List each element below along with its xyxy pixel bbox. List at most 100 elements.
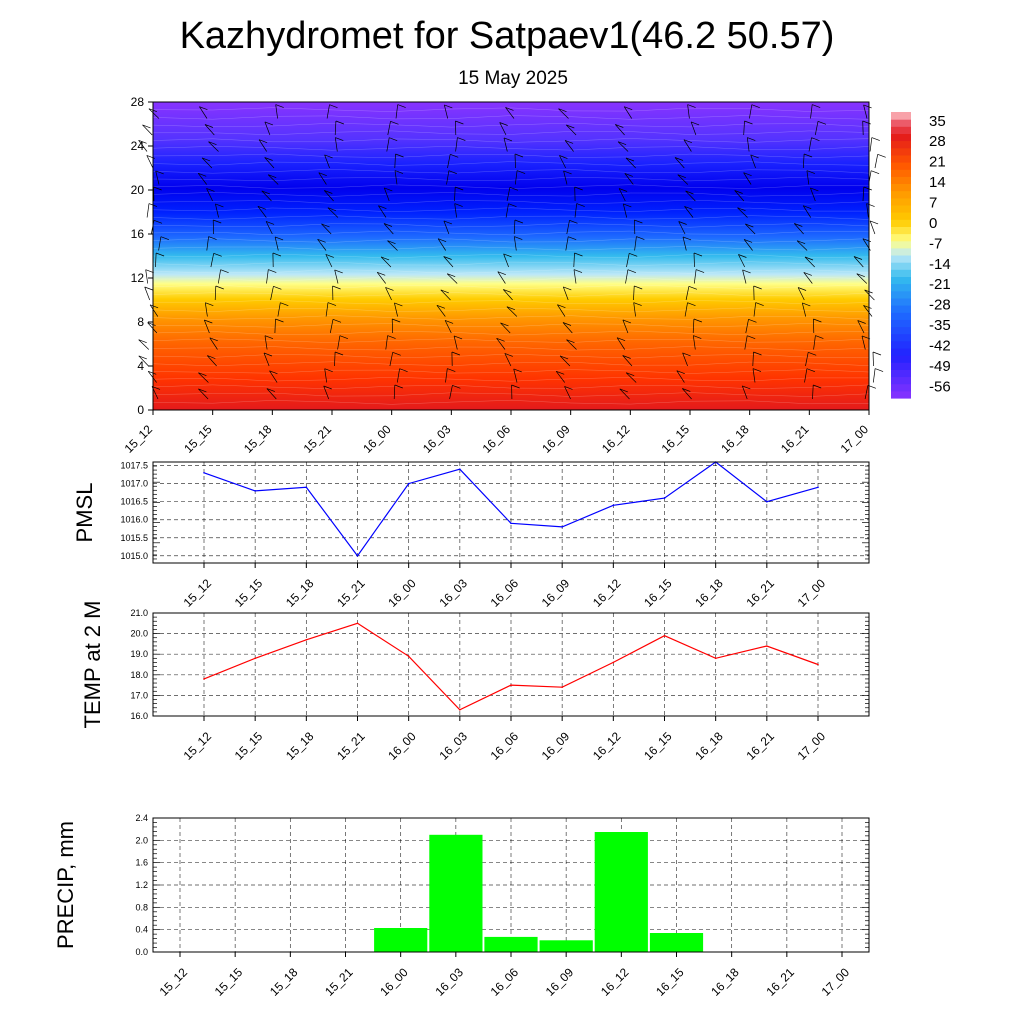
wind-barb-flag	[624, 106, 633, 111]
wind-barb-flag	[752, 368, 762, 372]
wind-barb	[500, 322, 511, 334]
wind-barb-flag	[454, 203, 463, 207]
x-tick-label: 16_12	[598, 965, 632, 999]
y-tick-label: 21.0	[130, 608, 148, 618]
wind-barb	[147, 322, 158, 334]
wind-barb	[682, 352, 688, 367]
wind-barb-flag	[794, 223, 803, 227]
wind-barb	[692, 335, 696, 350]
precip-bar	[539, 940, 593, 952]
wind-barb	[745, 319, 749, 334]
wind-barb	[805, 352, 809, 367]
contour-line	[152, 353, 870, 359]
wind-barb	[753, 302, 757, 317]
y-tick-label: 12	[131, 271, 145, 285]
colorbar-swatch	[891, 197, 911, 206]
contour-line	[152, 276, 870, 282]
data-point	[612, 661, 615, 664]
x-tick-label: 16_12	[599, 422, 633, 456]
wind-barb	[506, 187, 511, 202]
wind-barb-flag	[810, 187, 819, 192]
wind-barb	[383, 223, 394, 235]
colorbar-swatch	[891, 383, 911, 392]
wind-barb	[394, 170, 398, 185]
wind-barb-flag	[399, 368, 408, 373]
wind-barb	[138, 140, 148, 152]
contour-line	[152, 145, 870, 151]
y-tick-label: 24	[131, 139, 145, 153]
colorbar-swatch	[891, 276, 911, 285]
wind-barb	[794, 223, 804, 235]
wind-barb-flag	[615, 124, 624, 128]
wind-barb	[622, 355, 633, 367]
wind-barb	[444, 320, 452, 334]
colorbar-swatch	[891, 147, 911, 156]
wind-barb	[263, 352, 270, 367]
wind-barb-flag	[272, 252, 282, 257]
wind-barb	[513, 236, 517, 251]
wind-barb	[217, 269, 221, 284]
wind-barb-flag	[213, 219, 222, 224]
data-point	[459, 709, 461, 711]
wind-barb-flag	[394, 384, 403, 389]
wind-barb	[564, 386, 571, 400]
wind-barb	[741, 385, 748, 400]
y-tick-label: 1.2	[135, 880, 148, 890]
contour-line	[152, 230, 870, 236]
wind-barb-flag	[804, 256, 814, 261]
contour-line	[152, 161, 870, 166]
wind-barb-flag	[812, 104, 821, 108]
data-point	[459, 468, 461, 471]
colorbar-swatch	[891, 333, 911, 342]
contour-line	[152, 107, 870, 112]
colorbar-label: 0	[929, 215, 937, 232]
wind-barb	[387, 121, 391, 136]
wind-barb	[453, 335, 458, 350]
wind-barb	[866, 203, 869, 218]
wind-barb	[257, 206, 267, 218]
wind-barb-flag	[753, 285, 762, 290]
precip-bar	[594, 832, 648, 952]
wind-barb-flag	[556, 370, 565, 375]
data-point	[356, 622, 359, 625]
x-tick-label: 16_18	[718, 422, 752, 456]
wind-barb-flag	[695, 269, 705, 273]
wind-barb	[804, 256, 815, 268]
wind-barb-flag	[149, 304, 159, 309]
wind-barb-flag	[384, 187, 393, 192]
wind-barb	[199, 106, 208, 119]
precip-bar	[649, 933, 704, 952]
wind-barb	[266, 269, 269, 284]
wind-barb	[862, 120, 864, 136]
wind-barb-flag	[325, 254, 334, 258]
wind-barb	[563, 170, 568, 185]
y-tick-label: 0.0	[135, 947, 148, 957]
x-tick-label: 15_15	[232, 729, 266, 763]
y-tick-label: 2.4	[135, 813, 148, 823]
wind-barb	[264, 335, 268, 350]
wind-barb	[443, 256, 454, 268]
colorbar-swatch	[891, 312, 911, 320]
wind-barb	[503, 253, 509, 268]
wind-barb-flag	[619, 388, 628, 393]
wind-barb-flag	[198, 172, 207, 177]
x-tick-label: 16_09	[539, 729, 573, 763]
wind-barb-flag	[327, 302, 337, 306]
y-tick-label: 20.0	[130, 629, 148, 639]
wind-barb	[443, 104, 449, 119]
wind-barb	[326, 104, 330, 119]
wind-barb	[745, 223, 756, 235]
x-tick-label: 16_06	[488, 729, 522, 763]
wind-barb-flag	[747, 335, 756, 340]
wind-barb	[274, 318, 276, 334]
wind-barb	[743, 120, 745, 136]
wind-barb-flag	[744, 120, 753, 125]
colorbar-swatch	[891, 283, 911, 292]
wind-barb	[559, 355, 571, 367]
wind-barb-flag	[684, 206, 693, 210]
wind-barb	[633, 302, 636, 317]
wind-barb-flag	[213, 252, 222, 257]
wind-barb-flag	[443, 220, 453, 225]
wind-barb-flag	[387, 240, 396, 245]
colorbar-swatch	[891, 290, 911, 299]
